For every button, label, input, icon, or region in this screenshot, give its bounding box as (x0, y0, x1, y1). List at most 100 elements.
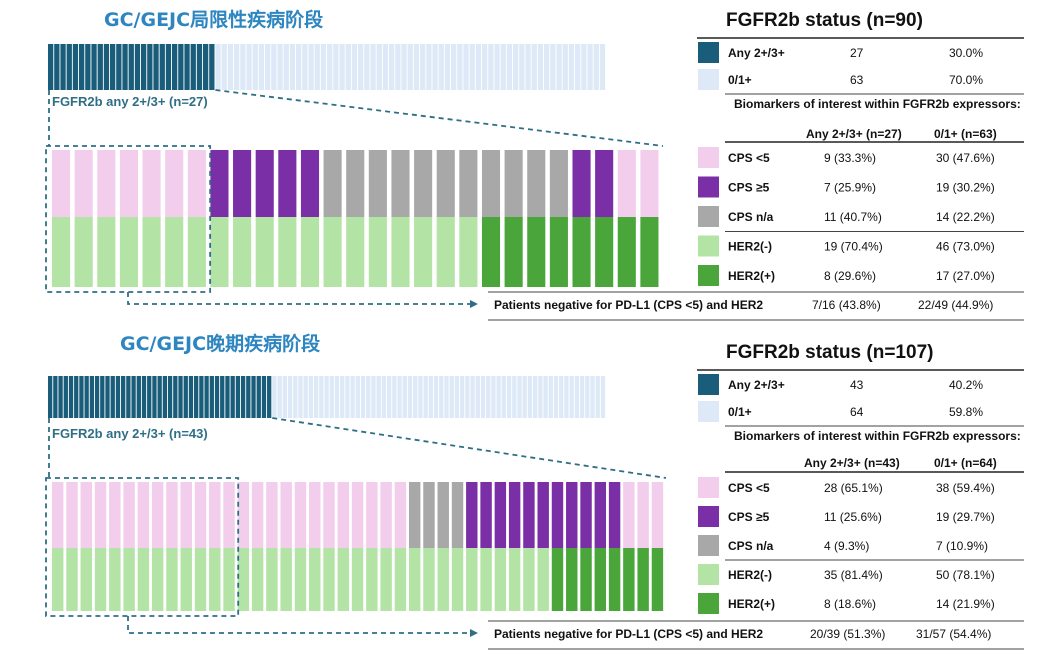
status-stripe-any (214, 376, 220, 418)
status-stripe-zero-one (548, 376, 553, 418)
status-stripe-zero-one (376, 376, 381, 418)
status-stripe-any (178, 44, 184, 90)
patient-cps-cell (94, 482, 107, 548)
status-swatch (698, 42, 719, 63)
status-stripe-any (121, 376, 126, 418)
status-bar (48, 376, 606, 418)
patient-cps-cell (551, 482, 564, 548)
status-stripe-any (225, 376, 230, 418)
panel-localized: GC/GEJC局限性疾病阶段 FGFR2b any 2+/3+ (n=27) F… (45, 8, 1024, 321)
status-stripe-any (110, 44, 116, 90)
patient-her2-cell (166, 548, 178, 611)
status-count: 43 (850, 378, 864, 392)
status-stripe-zero-one (289, 44, 296, 90)
status-stripe-zero-one (480, 376, 486, 418)
biomarker-label: HER2(-) (728, 240, 772, 254)
patient-cps-cell (109, 482, 121, 548)
status-stripe-zero-one (360, 376, 366, 418)
biomarker-swatch (698, 206, 719, 227)
patient-her2-cell (66, 548, 78, 611)
biomarker-label: CPS ≥5 (728, 181, 770, 195)
status-stripe-any (103, 44, 110, 90)
patient-cps-cell (549, 150, 568, 217)
patient-her2-cell (368, 217, 387, 287)
status-stripe-zero-one (433, 376, 439, 418)
status-stripe-zero-one (329, 376, 334, 418)
biomarker-table: CPS <5 28 (65.1%) 38 (59.4%) CPS ≥5 11 (25.6… (488, 471, 1024, 650)
patient-her2-cell (194, 548, 207, 611)
status-stripe-any (267, 376, 272, 418)
patient-her2-cell (323, 217, 342, 287)
patient-cps-cell (523, 482, 535, 548)
status-stripe-zero-one (599, 44, 606, 90)
arrow-head (470, 629, 478, 637)
patient-her2-cell (300, 217, 320, 287)
patient-her2-cell (640, 217, 659, 287)
status-stripe-any (147, 376, 152, 418)
status-stripe-any (159, 44, 165, 90)
patient-cps-cell (594, 482, 607, 548)
status-stripe-zero-one (444, 44, 451, 90)
status-stripe-any (173, 376, 178, 418)
status-stripe-any (63, 376, 68, 418)
status-stripe-zero-one (457, 44, 463, 90)
patient-her2-cell (551, 548, 564, 611)
patient-her2-cell (255, 217, 274, 287)
biomarker-label: HER2(+) (728, 269, 775, 283)
patient-cps-cell (346, 150, 365, 217)
status-stripe-zero-one (595, 376, 600, 418)
status-stripe-zero-one (488, 44, 494, 90)
status-stripe-zero-one (527, 376, 533, 418)
status-stripe-any (209, 44, 215, 90)
patient-cps-cell (617, 150, 636, 217)
patient-cps-cell (436, 150, 455, 217)
status-stripe-zero-one (531, 44, 537, 90)
status-stripe-zero-one (568, 44, 575, 90)
patient-her2-cell (209, 548, 221, 611)
status-table: Any 2+/3+ 27 30.0% 0/1+ 63 70.0% (697, 37, 1024, 95)
status-stripe-zero-one (350, 376, 355, 418)
status-stripe-zero-one (401, 44, 407, 90)
patient-her2-cell (508, 548, 521, 611)
status-label: 0/1+ (728, 73, 752, 87)
status-stripe-zero-one (389, 44, 395, 90)
status-stripe-any (89, 376, 95, 418)
status-stripe-any (199, 376, 204, 418)
patient-her2-cell (394, 548, 407, 611)
patient-cps-cell (142, 150, 161, 217)
patient-cps-cell (209, 482, 221, 548)
patient-her2-cell (187, 217, 206, 287)
status-stripe-any (141, 44, 147, 90)
status-stripe-zero-one (277, 44, 283, 90)
status-stripe-zero-one (376, 44, 382, 90)
arrow-line (127, 616, 470, 634)
patient-her2-cell (594, 548, 607, 611)
biomarker-label: HER2(+) (728, 597, 775, 611)
status-stripe-any (240, 376, 246, 418)
status-stripe-any (152, 376, 157, 418)
patient-her2-cell (408, 548, 421, 611)
status-stripe-zero-one (469, 44, 475, 90)
status-stripe-zero-one (345, 376, 350, 418)
biomarker-swatch (698, 593, 719, 614)
status-stripe-zero-one (428, 376, 433, 418)
patient-cps-cell (97, 150, 116, 217)
status-stripe-any (94, 376, 100, 418)
status-stripe-any (136, 376, 141, 418)
patient-her2-cell (527, 217, 546, 287)
patient-her2-cell (52, 217, 71, 287)
status-stripe-any (184, 44, 190, 90)
status-stripe-zero-one (513, 44, 519, 90)
status-stripe-zero-one (506, 376, 512, 418)
patient-her2-cell (466, 548, 478, 611)
status-stripe-zero-one (532, 376, 538, 418)
patient-cps-cell (408, 482, 421, 548)
status-stripe-zero-one (575, 44, 581, 90)
status-stripe-zero-one (293, 376, 298, 418)
status-stripe-any (131, 376, 136, 418)
status-stripe-any (153, 44, 159, 90)
status-stripe-zero-one (463, 44, 469, 90)
status-stripe-any (141, 376, 147, 418)
patient-her2-cell (391, 217, 410, 287)
patient-cps-cell (80, 482, 92, 548)
